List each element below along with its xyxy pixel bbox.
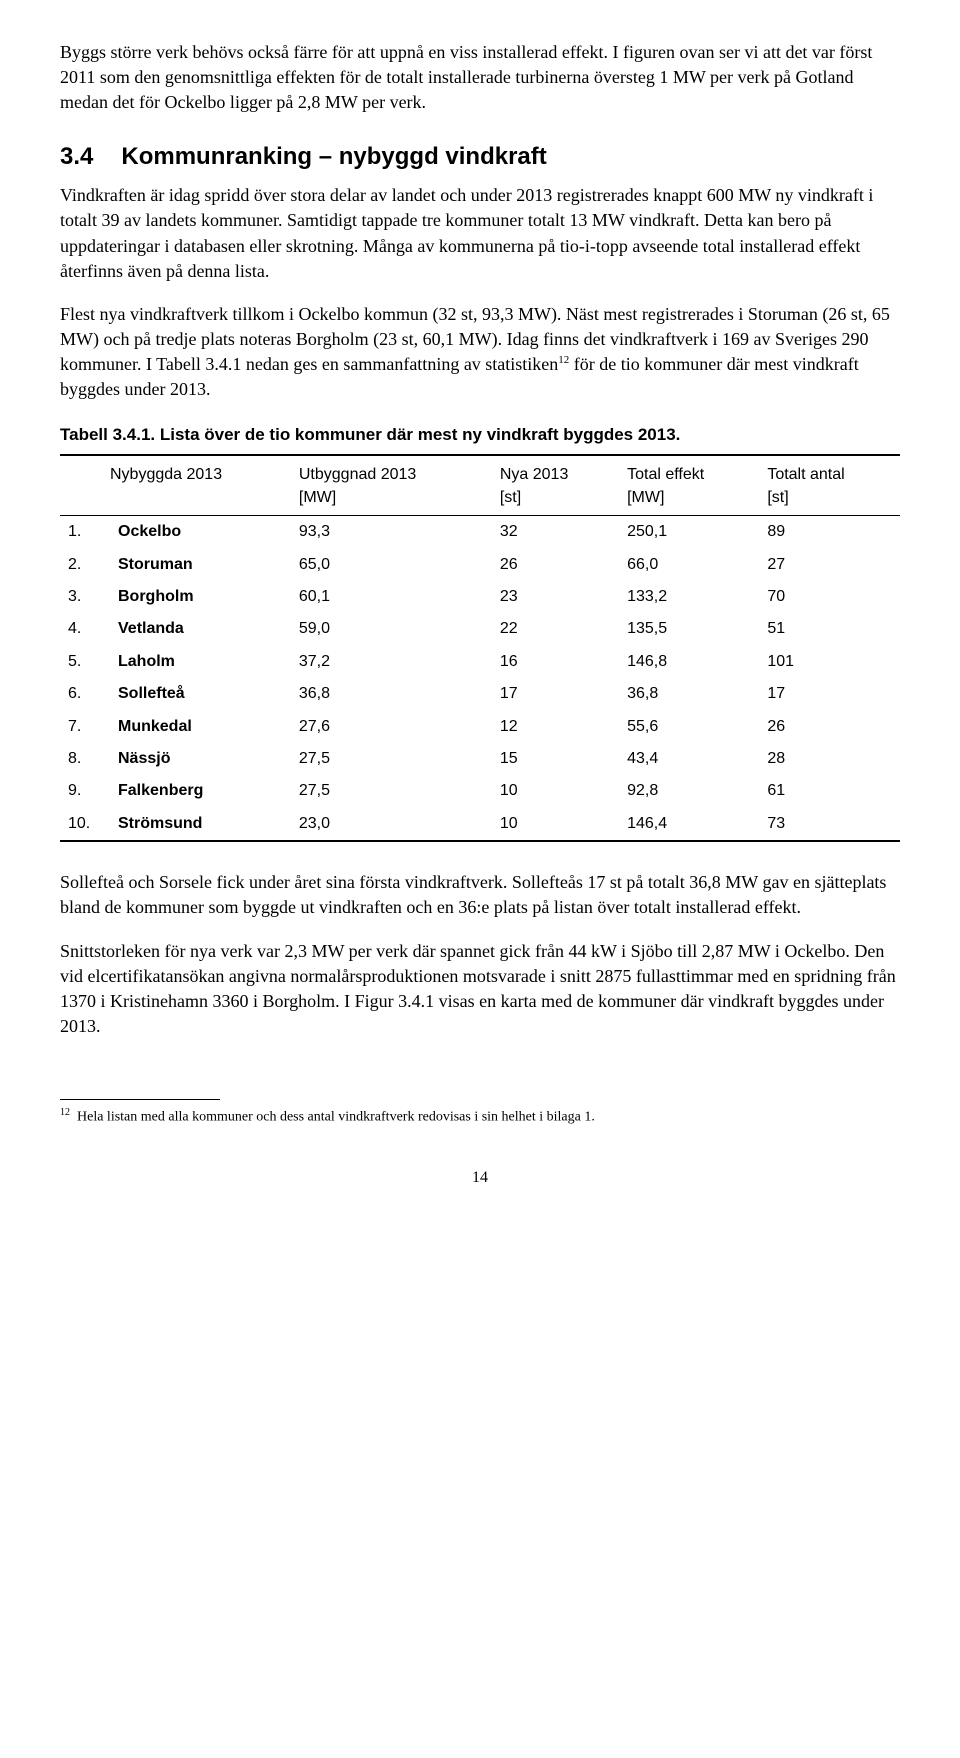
name-cell: Borgholm [110, 581, 291, 613]
st-cell: 10 [492, 808, 619, 841]
rank-cell: 5. [60, 646, 110, 678]
table-row: 8.Nässjö27,51543,428 [60, 743, 900, 775]
rank-cell: 6. [60, 678, 110, 710]
table-caption: Tabell 3.4.1. Lista över de tio kommuner… [60, 423, 900, 447]
total-st-cell: 17 [759, 678, 900, 710]
footnote-separator [60, 1099, 220, 1100]
mw-cell: 60,1 [291, 581, 492, 613]
mw-cell: 37,2 [291, 646, 492, 678]
col-header: Utbyggnad 2013[MW] [291, 455, 492, 515]
rank-cell: 2. [60, 549, 110, 581]
table-row: 9.Falkenberg27,51092,861 [60, 775, 900, 807]
mw-cell: 27,5 [291, 775, 492, 807]
table-row: 5.Laholm37,216146,8101 [60, 646, 900, 678]
st-cell: 32 [492, 516, 619, 549]
st-cell: 23 [492, 581, 619, 613]
body-paragraph: Vindkraften är idag spridd över stora de… [60, 183, 900, 284]
mw-cell: 93,3 [291, 516, 492, 549]
rank-cell: 8. [60, 743, 110, 775]
body-paragraph: Sollefteå och Sorsele fick under året si… [60, 870, 900, 920]
mw-cell: 27,6 [291, 711, 492, 743]
body-paragraph: Flest nya vindkraftverk tillkom i Ockelb… [60, 302, 900, 403]
total-st-cell: 89 [759, 516, 900, 549]
table-row: 7.Munkedal27,61255,626 [60, 711, 900, 743]
total-st-cell: 26 [759, 711, 900, 743]
footnote-ref: 12 [558, 354, 569, 366]
section-number: 3.4 [60, 140, 93, 174]
page-number: 14 [60, 1167, 900, 1189]
table-row: 3.Borgholm60,123133,270 [60, 581, 900, 613]
total-mw-cell: 250,1 [619, 516, 759, 549]
col-header: Totalt antal[st] [759, 455, 900, 515]
rank-cell: 1. [60, 516, 110, 549]
body-paragraph: Snittstorleken för nya verk var 2,3 MW p… [60, 939, 900, 1040]
st-cell: 12 [492, 711, 619, 743]
mw-cell: 59,0 [291, 613, 492, 645]
body-paragraph: Byggs större verk behövs också färre för… [60, 40, 900, 116]
kommun-table: Nybyggda 2013 Utbyggnad 2013[MW] Nya 201… [60, 454, 900, 842]
total-st-cell: 51 [759, 613, 900, 645]
total-mw-cell: 133,2 [619, 581, 759, 613]
st-cell: 16 [492, 646, 619, 678]
total-mw-cell: 55,6 [619, 711, 759, 743]
table-row: 2.Storuman65,02666,027 [60, 549, 900, 581]
section-title: Kommunranking – nybyggd vindkraft [121, 143, 546, 170]
name-cell: Munkedal [110, 711, 291, 743]
name-cell: Laholm [110, 646, 291, 678]
footnote-text: Hela listan med alla kommuner och dess a… [77, 1110, 595, 1125]
table-header-row: Nybyggda 2013 Utbyggnad 2013[MW] Nya 201… [60, 455, 900, 515]
name-cell: Nässjö [110, 743, 291, 775]
total-st-cell: 61 [759, 775, 900, 807]
name-cell: Storuman [110, 549, 291, 581]
total-mw-cell: 146,8 [619, 646, 759, 678]
total-st-cell: 28 [759, 743, 900, 775]
col-header: Nya 2013[st] [492, 455, 619, 515]
total-mw-cell: 92,8 [619, 775, 759, 807]
rank-cell: 9. [60, 775, 110, 807]
total-st-cell: 27 [759, 549, 900, 581]
rank-cell: 10. [60, 808, 110, 841]
total-mw-cell: 146,4 [619, 808, 759, 841]
section-heading: 3.4 Kommunranking – nybyggd vindkraft [60, 140, 900, 174]
total-st-cell: 70 [759, 581, 900, 613]
rank-cell: 7. [60, 711, 110, 743]
st-cell: 17 [492, 678, 619, 710]
total-st-cell: 101 [759, 646, 900, 678]
total-mw-cell: 135,5 [619, 613, 759, 645]
name-cell: Vetlanda [110, 613, 291, 645]
total-mw-cell: 43,4 [619, 743, 759, 775]
name-cell: Sollefteå [110, 678, 291, 710]
total-mw-cell: 66,0 [619, 549, 759, 581]
table-row: 10.Strömsund23,010146,473 [60, 808, 900, 841]
total-st-cell: 73 [759, 808, 900, 841]
table-row: 4.Vetlanda59,022135,551 [60, 613, 900, 645]
col-header: Total effekt[MW] [619, 455, 759, 515]
mw-cell: 65,0 [291, 549, 492, 581]
total-mw-cell: 36,8 [619, 678, 759, 710]
table-row: 6.Sollefteå36,81736,817 [60, 678, 900, 710]
mw-cell: 36,8 [291, 678, 492, 710]
table-row: 1.Ockelbo93,332250,189 [60, 516, 900, 549]
st-cell: 15 [492, 743, 619, 775]
st-cell: 22 [492, 613, 619, 645]
rank-cell: 3. [60, 581, 110, 613]
mw-cell: 23,0 [291, 808, 492, 841]
mw-cell: 27,5 [291, 743, 492, 775]
footnote: 12 Hela listan med alla kommuner och des… [60, 1106, 900, 1127]
footnote-number: 12 [60, 1107, 70, 1118]
name-cell: Strömsund [110, 808, 291, 841]
name-cell: Falkenberg [110, 775, 291, 807]
st-cell: 26 [492, 549, 619, 581]
col-header: Nybyggda 2013 [60, 455, 291, 515]
name-cell: Ockelbo [110, 516, 291, 549]
rank-cell: 4. [60, 613, 110, 645]
st-cell: 10 [492, 775, 619, 807]
